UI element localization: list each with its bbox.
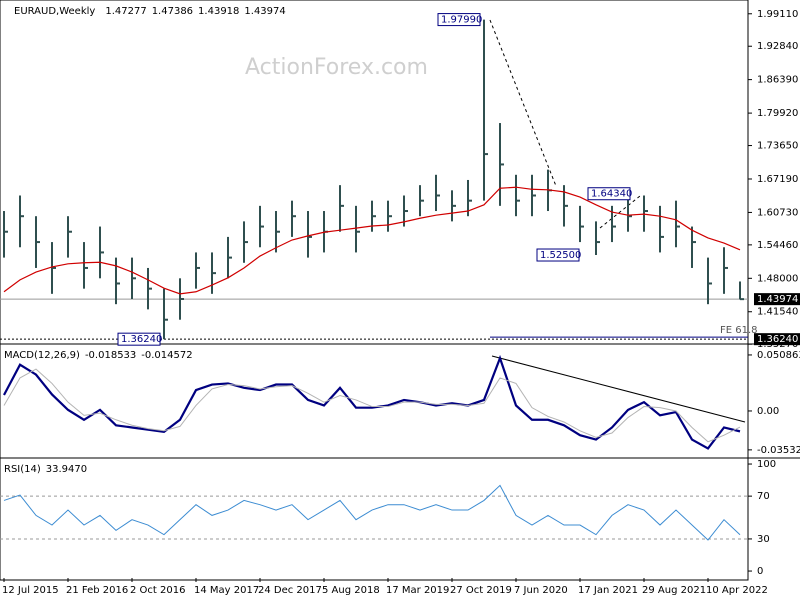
y-tick-label: 1.92840 (757, 41, 798, 52)
y-tick-label: 0 (757, 566, 763, 577)
header-text: -0.014572 (141, 350, 192, 361)
annotation-label: 1.36240 (121, 334, 162, 345)
support-box-label: 1.36240 (757, 334, 798, 345)
series-line (3, 368, 741, 443)
y-tick-label: 1.54460 (757, 240, 798, 251)
x-tick-label: 17 Mar 2019 (386, 585, 449, 596)
x-tick-label: 27 Oct 2019 (450, 585, 512, 596)
trend-line (599, 195, 641, 229)
y-tick-label: 0.00 (757, 406, 779, 417)
annotation-label: 1.52500 (540, 250, 581, 261)
price-box (754, 293, 800, 306)
header-text: EURAUD,Weekly (14, 6, 95, 17)
support-box (754, 333, 800, 346)
header-text: RSI(14) (4, 464, 41, 475)
header: MACD(12,26,9) -0.018533 -0.014572 (4, 350, 193, 361)
frame (0, 0, 749, 581)
x-tick-label: 21 Feb 2016 (66, 585, 128, 596)
y-tick-label: -0.035322 (757, 445, 800, 456)
header-text: 1.47386 (152, 6, 193, 17)
macd-trend-line (491, 355, 746, 423)
fe-label: FE 61.8 (720, 325, 758, 336)
x-tick-label: 24 Dec 2017 (258, 585, 322, 596)
y-tick-label: 1.41540 (757, 307, 798, 318)
header-text: 1.47277 (105, 6, 146, 17)
x-tick-label: 7 Jun 2020 (514, 585, 568, 596)
series-line (3, 354, 741, 450)
header-text: -0.018533 (85, 350, 136, 361)
annotation-box (437, 13, 481, 27)
y-tick-label: 1.60730 (757, 207, 798, 218)
price-box-label: 1.43974 (757, 294, 798, 305)
series-line (3, 186, 741, 295)
y-tick-label: 70 (757, 491, 770, 502)
header: RSI(14) 33.9470 (4, 464, 87, 475)
x-tick-label: 10 Apr 2022 (706, 585, 768, 596)
x-tick-label: 2 Oct 2016 (130, 585, 185, 596)
x-tick-label: 5 Aug 2018 (322, 585, 380, 596)
annotation-box (536, 248, 580, 262)
x-tick-label: 14 May 2017 (194, 585, 259, 596)
annotation-label: 1.97990 (441, 15, 482, 26)
header-text: 1.43974 (244, 6, 285, 17)
y-tick-label: 100 (757, 459, 776, 470)
annotation-box (117, 332, 161, 346)
series-line (3, 484, 741, 541)
header-text: 1.43918 (198, 6, 239, 17)
annotation-box (587, 187, 631, 201)
y-tick-label: 1.79920 (757, 108, 798, 119)
header-text: MACD(12,26,9) (4, 350, 80, 361)
annotation-label: 1.64340 (591, 189, 632, 200)
y-tick-label: 1.67190 (757, 174, 798, 185)
y-tick-label: 1.99110 (757, 9, 798, 20)
header: EURAUD,Weekly 1.47277 1.47386 1.43918 1.4397… (14, 6, 286, 17)
y-tick-label: 0.050863 (757, 350, 800, 361)
y-tick-label: 30 (757, 534, 770, 545)
header-text: 33.9470 (46, 464, 87, 475)
watermark: ActionForex.com (245, 55, 428, 80)
x-tick-label: 17 Jan 2021 (578, 585, 638, 596)
x-tick-label: 12 Jul 2015 (2, 585, 59, 596)
y-tick-label: 1.73650 (757, 141, 798, 152)
y-tick-label: 1.86390 (757, 75, 798, 86)
x-tick-label: 29 Aug 2021 (642, 585, 706, 596)
y-tick-label: 1.48000 (757, 273, 798, 284)
